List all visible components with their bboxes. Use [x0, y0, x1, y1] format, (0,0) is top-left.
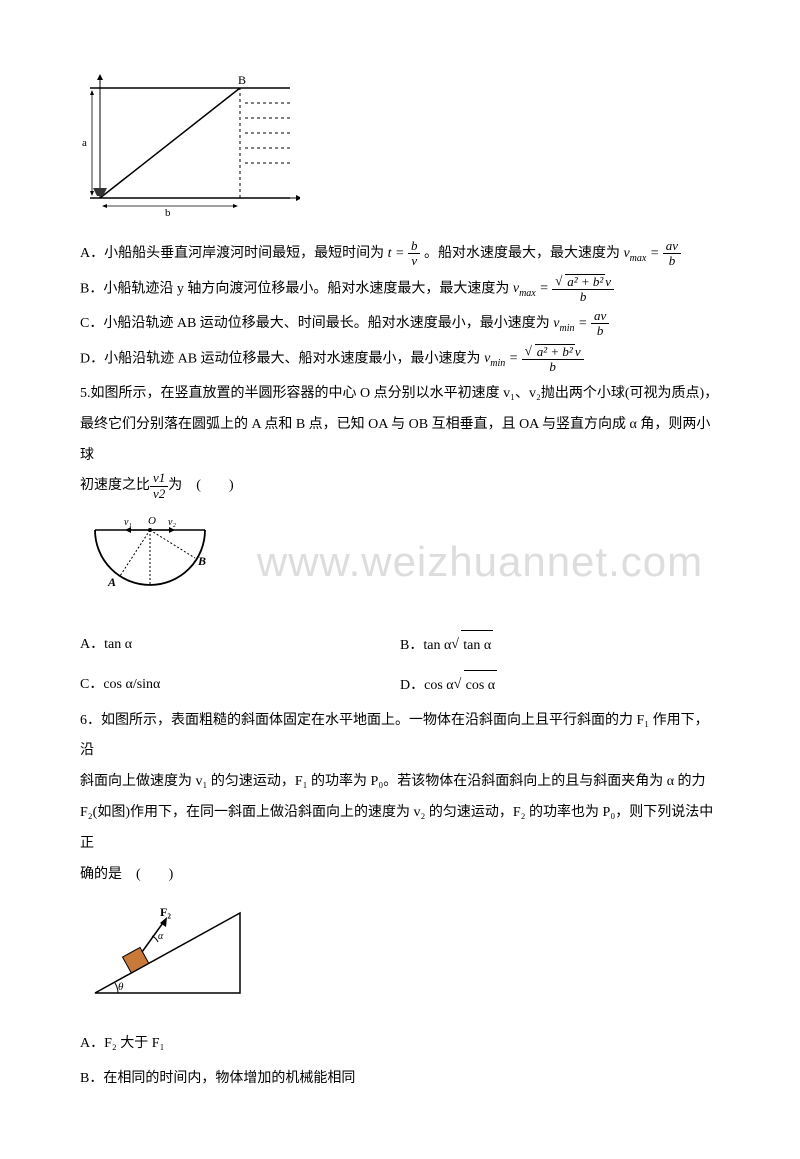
q5-semicircle-figure: v₁ O v₂ A B	[80, 510, 720, 618]
q4-option-A: A．小船船头垂直河岸渡河时间最短，最短时间为 t = bv 。船对水速度最大，最…	[80, 239, 720, 270]
svg-text:F₂: F₂	[160, 905, 171, 919]
q4-C-text: C．小船沿轨迹 AB 运动位移最大、时间最长。船对水速度最小，最小速度为	[80, 316, 550, 331]
t-eq: t =	[388, 246, 408, 261]
frac-av-b-C: avb	[591, 309, 609, 339]
vmax-eq: vmax =	[623, 246, 662, 261]
q6-stem-line4: 确的是 ( )	[80, 860, 720, 891]
q5-stem-line2: 最终它们分别落在圆弧上的 A 点和 B 点，已知 OA 与 OB 互相垂直，且 …	[80, 410, 720, 472]
q5-option-C: C．cos α/sinα	[80, 670, 400, 702]
q5-option-D: D．cos αcos α	[400, 670, 720, 702]
q6-stem-line3: F₂(如图)作用下，在同一斜面上做沿斜面向上的速度为 v₂ 的匀速运动，F₂ 的…	[80, 798, 720, 860]
q4-option-C: C．小船沿轨迹 AB 运动位移最大、时间最长。船对水速度最小，最小速度为 vmi…	[80, 309, 720, 340]
q6-stem-line1: 6．如图所示，表面粗糙的斜面体固定在水平地面上。一物体在沿斜面向上且平行斜面的力…	[80, 706, 720, 768]
q4-option-D: D．小船沿轨迹 AB 运动位移最大、船对水速度最小，最小速度为 vmin = a…	[80, 344, 720, 375]
label-B: B	[238, 73, 246, 87]
svg-text:v₁: v₁	[124, 517, 132, 528]
frac-v1-v2: v1v2	[150, 471, 168, 501]
frac-sqrt-D: a² + b²vb	[522, 344, 584, 375]
label-b: b	[165, 207, 171, 218]
q6-option-B: B．在相同的时间内，物体增加的机械能相同	[80, 1064, 720, 1095]
svg-text:θ: θ	[118, 981, 124, 993]
svg-text:α: α	[158, 931, 164, 942]
q4-B-text: B．小船轨迹沿 y 轴方向渡河位移最小。船对水速度最大，最大速度为	[80, 281, 513, 296]
svg-text:B: B	[197, 554, 206, 568]
q5-stem-line1: 5.如图所示，在竖直放置的半圆形容器的中心 O 点分别以水平初速度 v₁、v₂抛…	[80, 379, 720, 410]
svg-text:O: O	[148, 515, 156, 527]
q4-option-B: B．小船轨迹沿 y 轴方向渡河位移最小。船对水速度最大，最大速度为 vmax =…	[80, 274, 720, 305]
q6-option-A: A．F₂ 大于 F₁	[80, 1029, 720, 1060]
q6-incline-figure: F₂ α θ	[80, 898, 720, 1021]
q5-option-B: B．tan αtan α	[400, 630, 720, 662]
frac-sqrt-B: a² + b²vb	[552, 274, 614, 305]
q4-A-text2: 。船对水速度最大，最大速度为	[424, 246, 620, 261]
svg-text:v₂: v₂	[168, 517, 176, 528]
label-a: a	[82, 137, 87, 149]
q5-stem-line3: 初速度之比v1v2为 ( )	[80, 471, 720, 502]
q4-A-text1: A．小船船头垂直河岸渡河时间最短，最短时间为	[80, 246, 384, 261]
frac-av-over-b: avb	[663, 239, 681, 269]
q5-option-A: A．tan α	[80, 630, 400, 662]
q4-river-figure: B a b	[80, 68, 720, 231]
q6-stem-line2: 斜面向上做速度为 v₁ 的匀速运动，F₁ 的功率为 P₀。若该物体在沿斜面斜向上…	[80, 767, 720, 798]
frac-b-over-v: bv	[408, 239, 421, 269]
svg-text:A: A	[107, 575, 116, 589]
q4-D-text: D．小船沿轨迹 AB 运动位移最大、船对水速度最小，最小速度为	[80, 351, 481, 366]
